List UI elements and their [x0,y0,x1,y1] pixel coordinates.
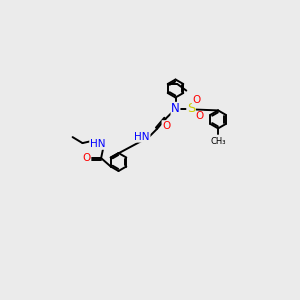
Text: O: O [192,95,201,105]
Text: O: O [82,153,91,163]
Text: HN: HN [90,139,105,149]
Text: O: O [162,121,170,131]
Text: CH₃: CH₃ [210,137,226,146]
Text: O: O [195,111,204,122]
Text: N: N [171,102,180,116]
Text: HN: HN [134,132,150,142]
Text: S: S [187,102,195,116]
